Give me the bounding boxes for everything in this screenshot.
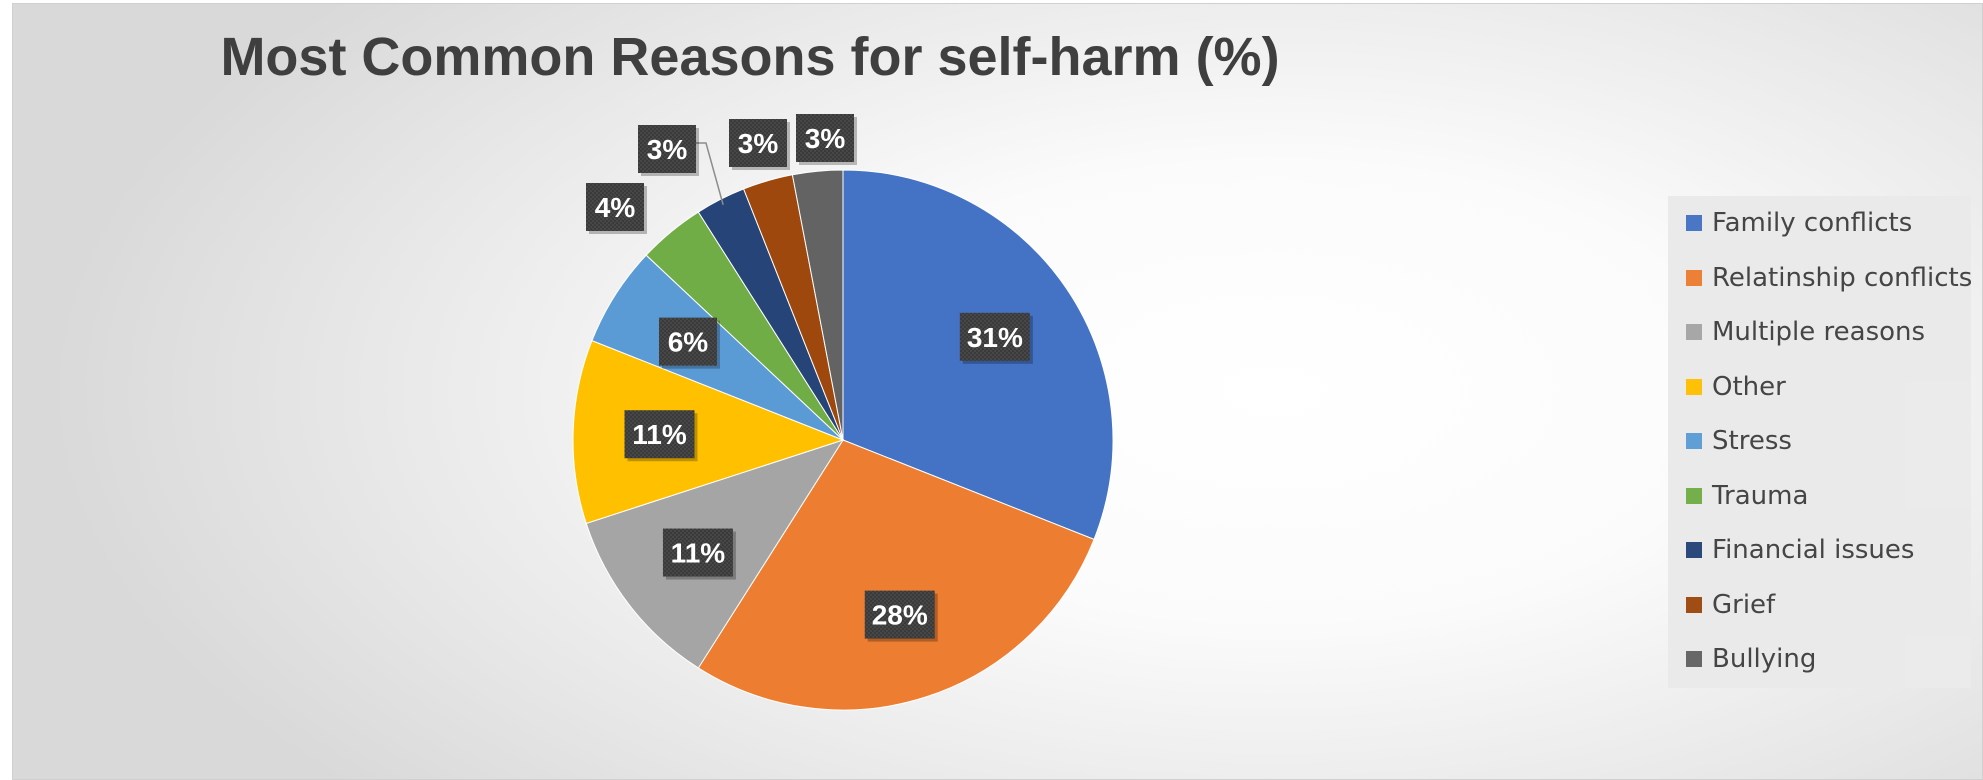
chart-title: Most Common Reasons for self-harm (%) [220, 27, 1280, 87]
legend-item-multiple-reasons: Multiple reasons [1686, 312, 1925, 352]
leader-line-financial-issues [696, 142, 724, 205]
legend-item-trauma: Trauma [1686, 476, 1808, 516]
legend-swatch [1686, 542, 1702, 558]
leader-lines [696, 142, 724, 205]
svg-text:3%: 3% [805, 123, 846, 154]
svg-text:11%: 11% [632, 419, 687, 450]
legend-item-bullying: Bullying [1686, 639, 1816, 679]
legend-label: Family conflicts [1712, 208, 1913, 238]
legend-item-financial-issues: Financial issues [1686, 530, 1914, 570]
legend-swatch [1686, 378, 1702, 395]
legend-swatch [1686, 324, 1702, 340]
svg-text:28%: 28% [872, 600, 928, 631]
data-labels: 31% 28% 11% 11% 6% 4% 3% 3% 3% [586, 114, 1033, 642]
data-label-multiple-reasons: 11% [662, 528, 736, 580]
pie-slice-bullying [791, 169, 844, 441]
legend-label: Stress [1712, 426, 1792, 456]
data-label-stress: 6% [658, 317, 720, 369]
data-label-family-conflicts: 31% [959, 312, 1033, 364]
legend-item-other: Other [1686, 367, 1786, 407]
legend-item-stress: Stress [1686, 421, 1792, 461]
svg-text:3%: 3% [647, 134, 688, 165]
legend-label: Relatinship conflicts [1712, 262, 1973, 293]
data-label-grief: 3% [729, 119, 790, 170]
legend-swatch [1686, 596, 1702, 613]
legend-label: Financial issues [1712, 535, 1915, 565]
legend-item-relatinship-conflicts: Relatinship conflicts [1686, 258, 1972, 298]
legend: Family conflicts Relatinship conflicts Mul… [1668, 196, 1972, 688]
legend-label: Other [1712, 371, 1786, 402]
pie-slice-other [572, 339, 845, 525]
legend-label: Trauma [1712, 480, 1809, 511]
svg-text:31%: 31% [967, 322, 1023, 353]
legend-swatch [1686, 269, 1702, 286]
legend-swatch [1686, 487, 1702, 504]
legend-label: Grief [1712, 589, 1776, 620]
legend-label: Bullying [1712, 644, 1817, 674]
legend-swatch [1686, 433, 1702, 449]
data-label-other: 11% [624, 410, 698, 462]
legend-swatch [1686, 651, 1702, 667]
data-label-trauma: 4% [586, 183, 647, 234]
legend-item-grief: Grief [1686, 585, 1775, 625]
data-label-bullying: 3% [796, 114, 857, 165]
legend-swatch [1686, 215, 1702, 231]
data-label-relatinship-conflicts: 28% [864, 590, 938, 642]
legend-item-family-conflicts: Family conflicts [1686, 203, 1912, 243]
data-label-financial-issues: 3% [638, 125, 699, 176]
svg-text:3%: 3% [738, 128, 779, 159]
legend-label: Multiple reasons [1712, 317, 1926, 347]
svg-text:11%: 11% [671, 538, 726, 569]
pie-slice-relatinship-conflicts [697, 439, 1095, 711]
svg-text:6%: 6% [668, 327, 709, 358]
svg-text:4%: 4% [595, 192, 636, 223]
